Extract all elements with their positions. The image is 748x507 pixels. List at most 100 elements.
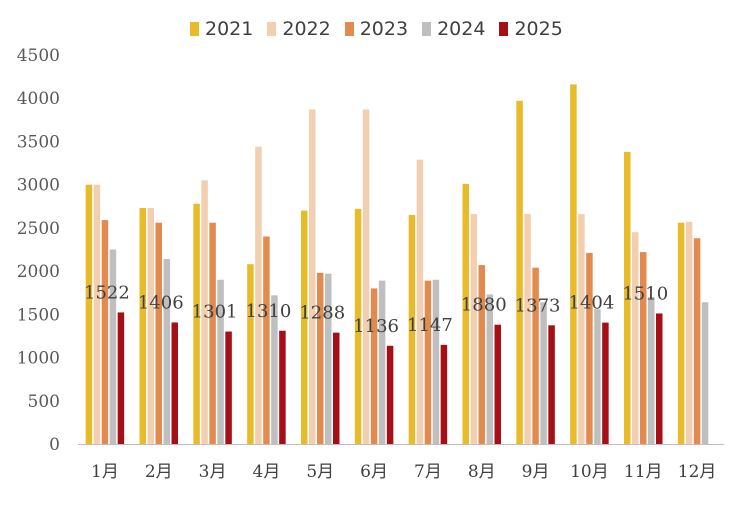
bar-2022-7	[416, 159, 424, 444]
legend-item-2023: 2023	[344, 18, 408, 40]
bar-2024-5	[325, 273, 332, 444]
bar-2025-7	[440, 344, 448, 444]
data-label-2025: 1510	[622, 283, 668, 304]
bar-2023-3	[209, 222, 216, 444]
legend-label: 2022	[282, 18, 331, 40]
y-tick-label: 3500	[17, 132, 60, 152]
bar-2022-2	[147, 208, 154, 444]
x-category-label: 7月	[414, 462, 442, 482]
y-tick-label: 4000	[17, 89, 60, 109]
bar-2022-6	[362, 109, 370, 445]
bar-2024-12	[701, 302, 709, 444]
bar-2025-10	[602, 322, 609, 444]
x-category-label: 8月	[468, 462, 496, 482]
bar-2021-10	[570, 84, 577, 444]
bar-2022-4	[255, 146, 262, 444]
data-label-2025: 1301	[192, 302, 238, 323]
data-label-2025: 1147	[407, 315, 453, 336]
x-category-label: 5月	[306, 462, 334, 482]
bar-2024-9	[540, 302, 547, 444]
legend-swatch	[267, 22, 277, 36]
x-category-label: 1月	[91, 462, 119, 482]
bar-2022-8	[470, 214, 477, 444]
legend-item-2021: 2021	[190, 18, 253, 40]
bar-2022-10	[578, 214, 585, 444]
x-category-label: 11月	[624, 462, 663, 482]
bar-2021-11	[624, 151, 631, 444]
legend-swatch	[190, 22, 199, 36]
bar-2023-5	[317, 272, 324, 444]
bar-2024-3	[217, 279, 224, 444]
bar-2023-11	[640, 252, 647, 444]
bar-2022-9	[524, 214, 531, 444]
data-label-2025: 1310	[246, 301, 292, 322]
bar-2024-2	[163, 259, 170, 444]
x-category-label: 6月	[360, 462, 388, 482]
y-tick-label: 1500	[17, 305, 60, 325]
x-category-label: 12月	[678, 462, 717, 482]
y-tick-label: 3000	[17, 176, 60, 196]
y-tick-label: 2000	[17, 262, 60, 282]
bar-2023-7	[424, 280, 432, 444]
bar-2021-8	[462, 183, 469, 444]
bar-2025-4	[279, 330, 286, 444]
bar-2022-3	[201, 180, 208, 444]
bar-2025-11	[656, 313, 663, 444]
bar-2025-3	[225, 331, 232, 444]
x-category-label: 9月	[522, 462, 550, 482]
y-tick-label: 500	[28, 392, 60, 412]
data-label-2025: 1522	[84, 282, 130, 303]
bar-2025-2	[171, 322, 178, 444]
x-category-label: 3月	[199, 462, 227, 482]
bar-2021-7	[408, 214, 416, 444]
bar-2025-1	[117, 312, 125, 444]
bar-2021-12	[677, 222, 685, 444]
data-label-2025: 1880	[461, 295, 507, 316]
bar-2022-5	[309, 109, 316, 445]
legend-label: 2024	[437, 18, 486, 40]
bar-2025-8	[494, 324, 501, 444]
x-category-label: 10月	[570, 462, 609, 482]
bar-2024-8	[486, 294, 493, 444]
bar-2022-11	[632, 232, 639, 444]
bar-2022-1	[93, 184, 101, 444]
y-tick-label: 1000	[17, 349, 60, 369]
bar-2021-6	[354, 208, 362, 444]
legend-swatch	[422, 22, 432, 36]
data-label-2025: 1288	[299, 303, 345, 324]
bar-2024-4	[271, 295, 278, 444]
data-label-2025: 1136	[353, 316, 399, 337]
bar-2021-5	[301, 210, 308, 444]
data-label-2025: 1406	[138, 292, 184, 313]
bar-2023-4	[263, 236, 270, 444]
bar-2023-1	[101, 220, 109, 444]
legend-item-2024: 2024	[422, 18, 485, 40]
bar-2023-6	[370, 288, 378, 444]
y-tick-label: 0	[49, 435, 60, 455]
bar-2025-5	[333, 332, 340, 444]
legend-swatch	[499, 22, 509, 36]
bar-2021-3	[193, 203, 200, 444]
legend: 2021 2022 2023 2024 2025	[190, 18, 577, 40]
bar-2023-9	[532, 267, 539, 444]
bar-2021-1	[85, 184, 93, 444]
bar-2025-9	[548, 325, 555, 444]
data-label-2025: 1404	[569, 293, 615, 314]
legend-item-2025: 2025	[499, 18, 563, 40]
x-category-label: 2月	[145, 462, 173, 482]
y-tick-label: 2500	[17, 219, 60, 239]
bar-2024-11	[648, 297, 655, 444]
bar-2021-4	[247, 264, 254, 444]
legend-item-2022: 2022	[267, 18, 331, 40]
bar-2024-7	[432, 279, 440, 444]
bar-2025-6	[386, 345, 394, 444]
bar-2021-9	[516, 100, 523, 444]
bar-2022-12	[685, 221, 693, 444]
bar-2023-10	[586, 252, 593, 444]
legend-label: 2025	[514, 18, 563, 40]
data-label-2025: 1373	[515, 295, 561, 316]
bar-2021-2	[139, 208, 146, 444]
bar-2024-1	[109, 249, 117, 444]
x-category-label: 4月	[253, 462, 281, 482]
